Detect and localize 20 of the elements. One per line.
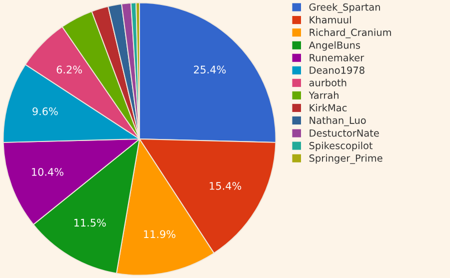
data-label: 10.4% (32, 168, 64, 176)
legend-label: Greek_Spartan (309, 3, 380, 13)
legend-label: aurboth (309, 78, 346, 86)
legend-label: AngelBuns (308, 41, 360, 51)
legend-label: KirkMac (310, 104, 347, 112)
data-label: 11.5% (74, 218, 106, 227)
legend-label: Yarrah (308, 91, 338, 99)
legend-label: DestuctorNate (310, 130, 379, 137)
legend-label: Khamuul (310, 16, 351, 24)
legend-label: Runemaker (310, 54, 364, 62)
legend-label: Richard_Cranium (310, 28, 391, 38)
data-label: 11.9% (144, 230, 176, 238)
data-label: 25.4% (194, 66, 226, 74)
legend-label: Springer_Prime (309, 154, 382, 164)
legend-label: Deano1978 (310, 66, 364, 74)
data-label: 9.6% (32, 107, 58, 116)
legend-label: Spikescopilot (309, 142, 373, 152)
legend-label: Nathan_Luo (310, 116, 366, 126)
data-label: 15.4% (210, 182, 242, 190)
data-label: 6.2% (56, 66, 82, 74)
